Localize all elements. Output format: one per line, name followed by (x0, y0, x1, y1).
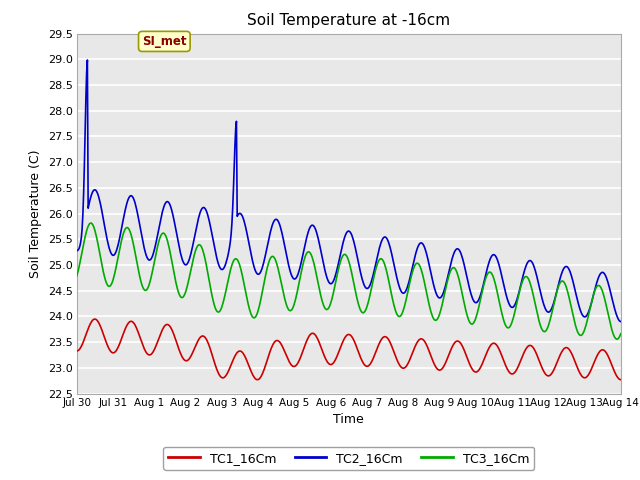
Y-axis label: Soil Temperature (C): Soil Temperature (C) (29, 149, 42, 278)
X-axis label: Time: Time (333, 413, 364, 426)
Legend: TC1_16Cm, TC2_16Cm, TC3_16Cm: TC1_16Cm, TC2_16Cm, TC3_16Cm (163, 447, 534, 469)
Text: SI_met: SI_met (142, 35, 187, 48)
Title: Soil Temperature at -16cm: Soil Temperature at -16cm (247, 13, 451, 28)
